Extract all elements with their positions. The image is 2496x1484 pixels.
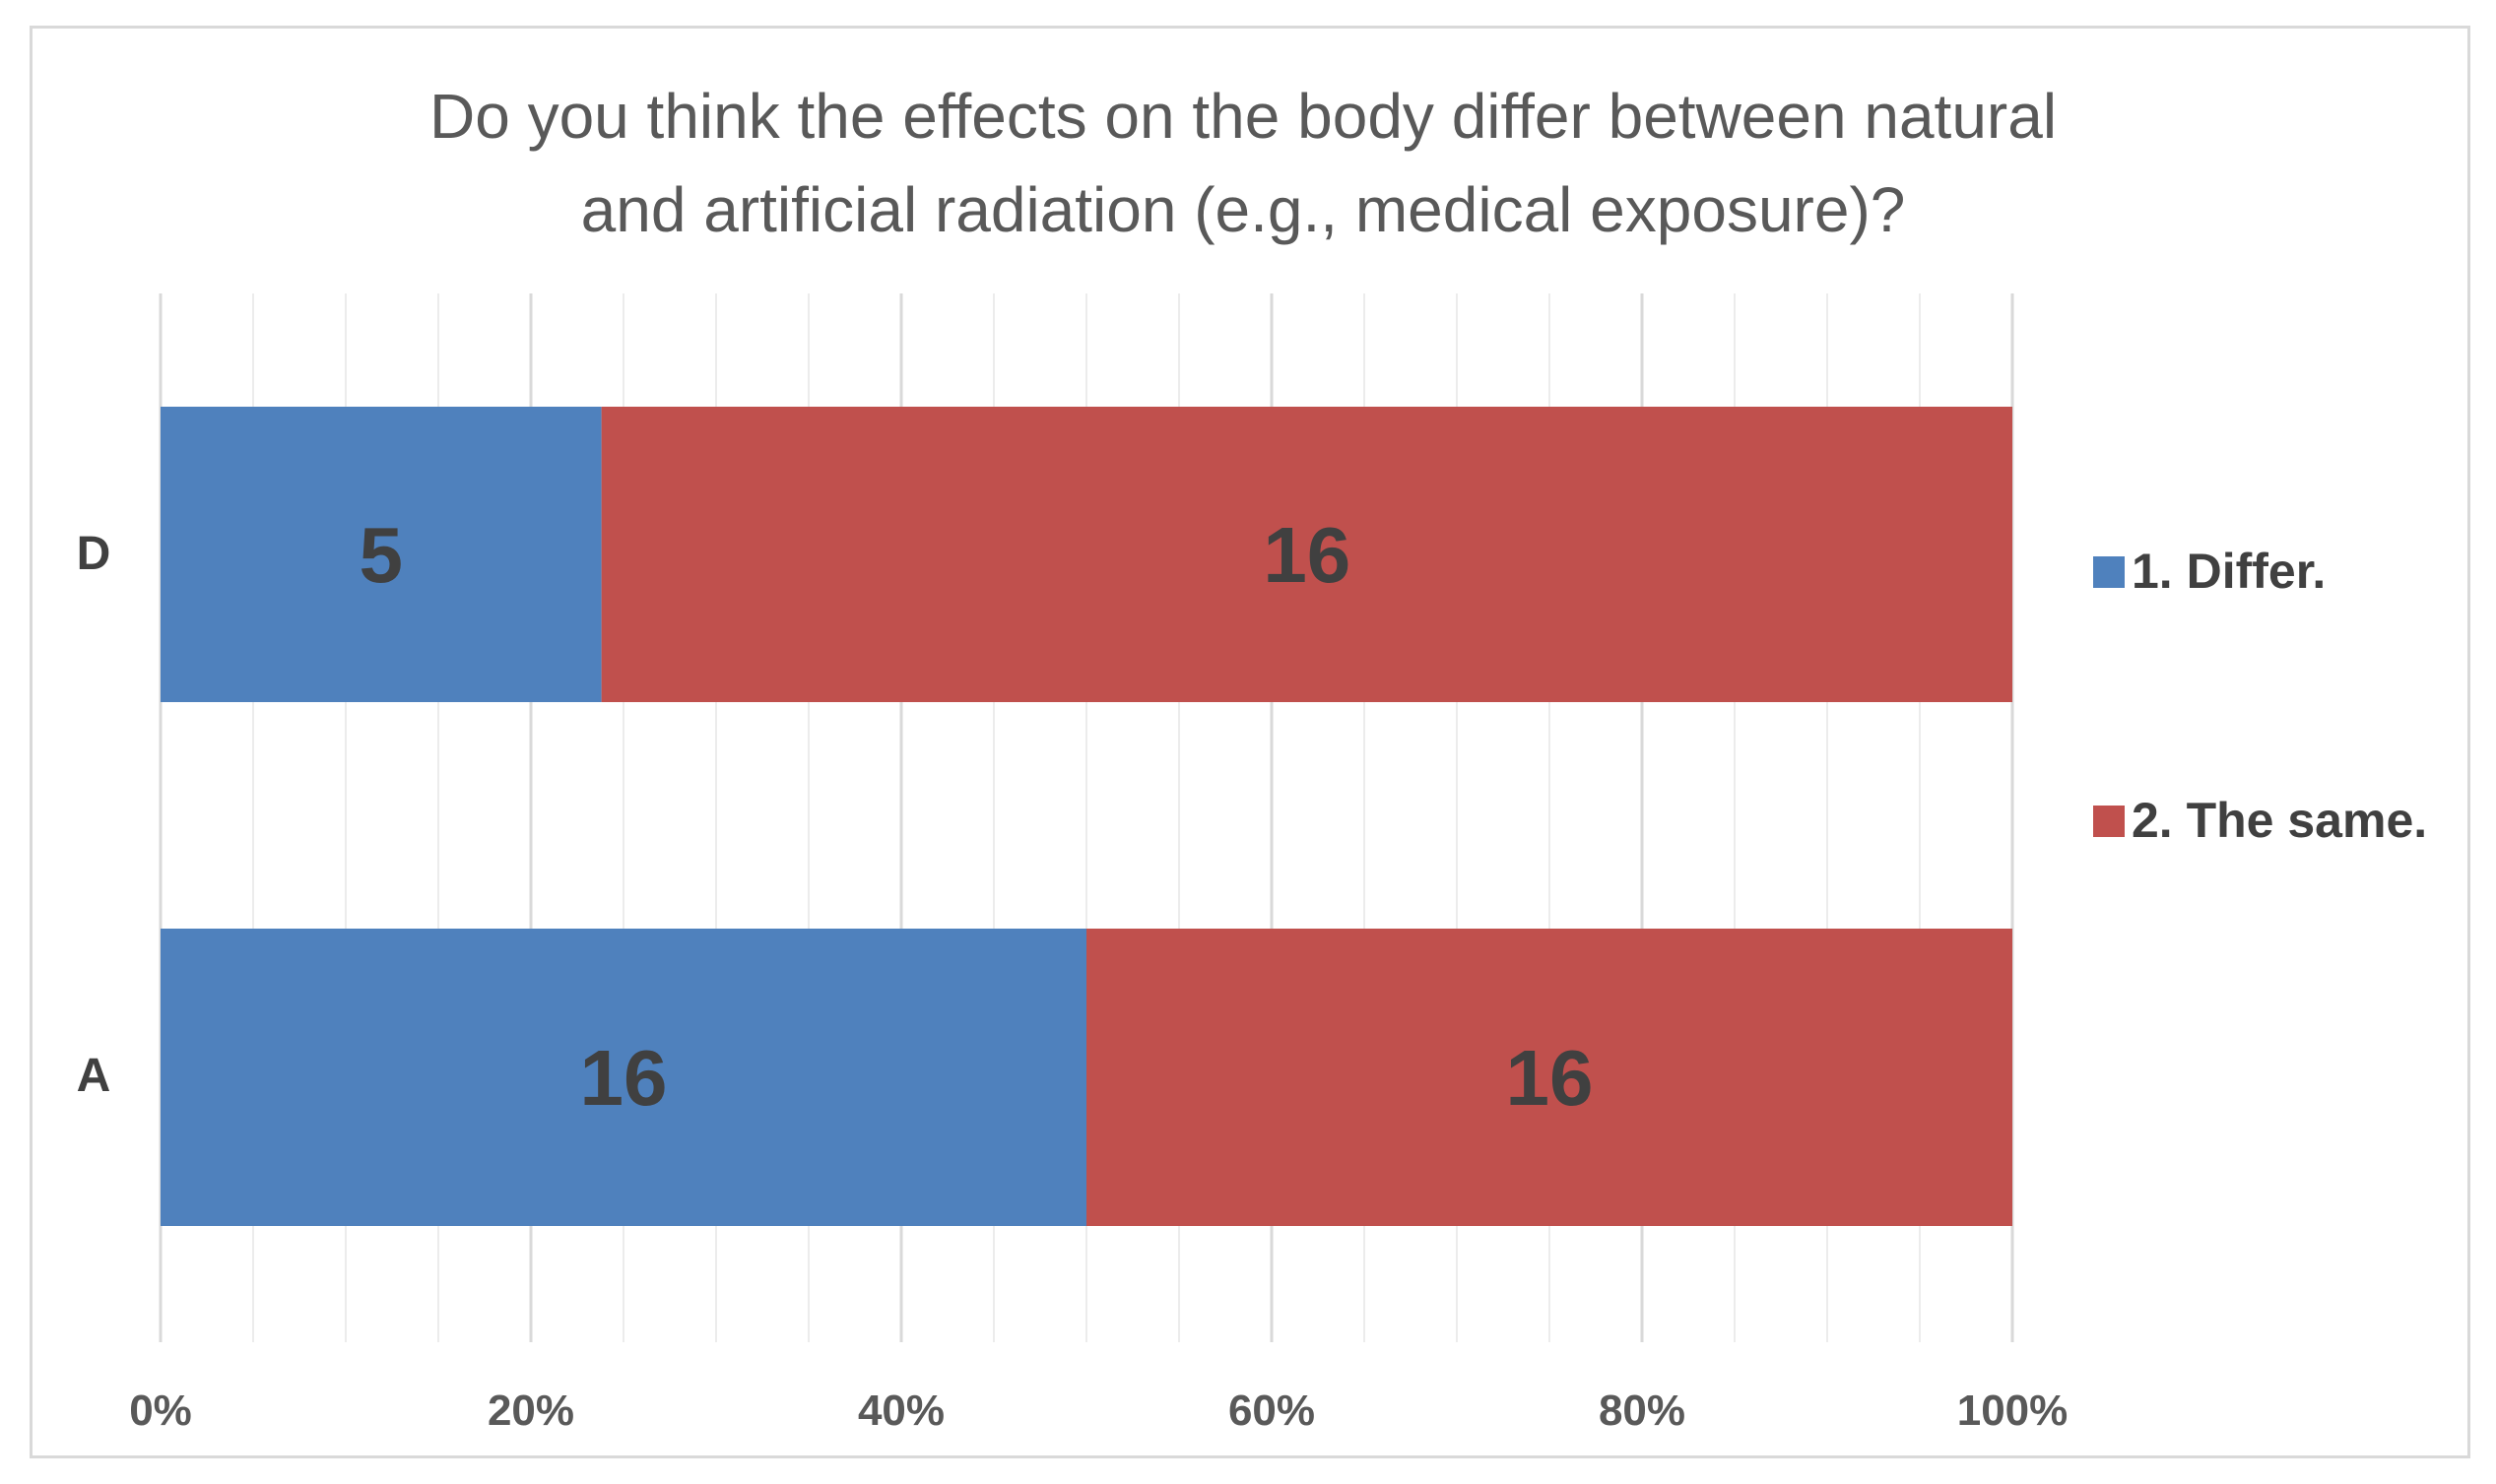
data-label-a-1: 16 (580, 1034, 668, 1122)
legend-swatch-differ (2093, 556, 2125, 588)
data-label-a-2: 16 (1506, 1034, 1594, 1122)
axes: D A 0% 20% 40% 60% 80% 100% (77, 528, 2069, 1435)
legend-label-same: 2. The same. (2132, 793, 2427, 848)
bar-segment-a-1 (161, 929, 1086, 1226)
legend-swatch-same (2093, 806, 2125, 837)
bar-segment-d-2 (601, 407, 2012, 702)
bars (161, 407, 2012, 1226)
chart-title-line-2: and artificial radiation (e.g., medical … (581, 174, 1906, 245)
bar-segment-d-1 (161, 407, 602, 702)
legend: 1. Differ. 2. The same. (2093, 544, 2427, 848)
x-tick-40: 40% (858, 1387, 945, 1435)
data-label-d-1: 5 (360, 511, 404, 599)
bar-segment-a-2 (1086, 929, 2012, 1226)
x-tick-0: 0% (129, 1387, 192, 1435)
legend-label-differ: 1. Differ. (2132, 544, 2326, 599)
x-tick-20: 20% (488, 1387, 574, 1435)
data-label-d-2: 16 (1263, 511, 1350, 599)
x-tick-60: 60% (1228, 1387, 1315, 1435)
data-labels: 5 16 16 16 (360, 511, 1594, 1122)
chart-title-line-1: Do you think the effects on the body dif… (429, 81, 2057, 152)
chart-title: Do you think the effects on the body dif… (429, 81, 2057, 245)
x-tick-100: 100% (1957, 1387, 2069, 1435)
category-label-d: D (77, 528, 111, 580)
category-label-a: A (77, 1050, 111, 1102)
x-tick-80: 80% (1599, 1387, 1685, 1435)
